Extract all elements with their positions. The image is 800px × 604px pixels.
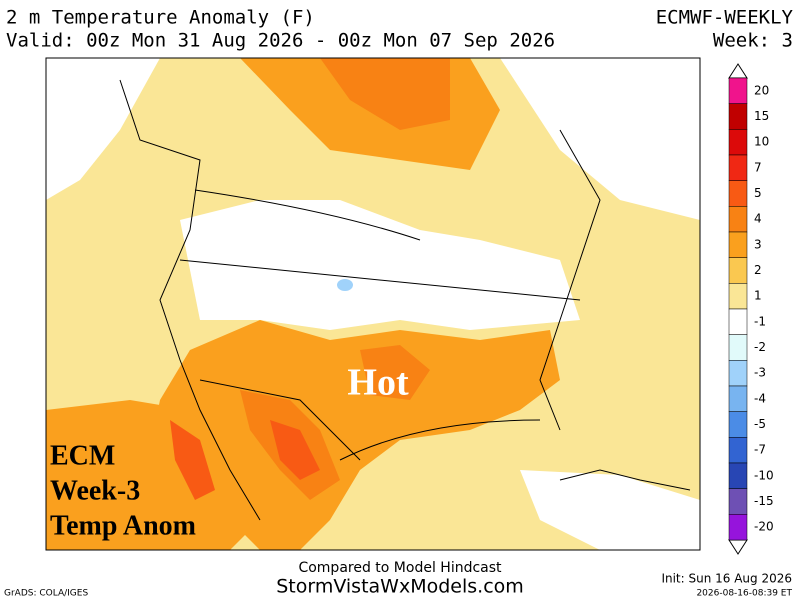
footer-note: Compared to Model Hindcast bbox=[298, 560, 502, 576]
colorbar-swatch bbox=[728, 411, 748, 438]
colorbar-swatch bbox=[728, 257, 748, 284]
init-time: Init: Sun 16 Aug 2026 bbox=[661, 572, 792, 586]
anomaly-fill bbox=[170, 420, 215, 500]
map-frame bbox=[45, 57, 701, 551]
colorbar-label: -15 bbox=[754, 494, 774, 508]
colorbar-label: -3 bbox=[754, 366, 766, 380]
colorbar-cap bbox=[728, 539, 748, 555]
timestamp: 2026-08-16-08:39 ET bbox=[696, 589, 792, 599]
anomaly-fill bbox=[500, 58, 700, 220]
colorbar-label: 20 bbox=[754, 83, 769, 97]
colorbar-swatch bbox=[728, 360, 748, 387]
anomaly-fill bbox=[150, 320, 560, 550]
colorbar-swatch bbox=[728, 437, 748, 464]
colorbar-swatch bbox=[728, 308, 748, 335]
colorbar-swatch bbox=[728, 231, 748, 258]
colorbar-swatch bbox=[728, 334, 748, 361]
title: 2 m Temperature Anomaly (F) bbox=[6, 7, 315, 29]
colorbar-label: -20 bbox=[754, 520, 774, 534]
colorbar-swatch bbox=[728, 206, 748, 233]
colorbar-swatch bbox=[728, 154, 748, 181]
colorbar-swatch bbox=[728, 385, 748, 412]
colorbar-label: -4 bbox=[754, 391, 766, 405]
colorbar-label: -2 bbox=[754, 340, 766, 354]
boundaries bbox=[119, 79, 691, 521]
colorbar-label: 4 bbox=[754, 212, 762, 226]
overlay-line: ECM bbox=[50, 440, 115, 471]
colorbar-label: 5 bbox=[754, 186, 762, 200]
colorbar-label: 7 bbox=[754, 160, 762, 174]
colorbar-label: 10 bbox=[754, 135, 769, 149]
overlay-line: Temp Anom bbox=[50, 510, 196, 541]
colorbar-label: 2 bbox=[754, 263, 762, 277]
overlay-line: Week-3 bbox=[50, 475, 140, 506]
colorbar-swatch bbox=[728, 129, 748, 156]
colorbar-label: 1 bbox=[754, 289, 762, 303]
colorbar-label: -1 bbox=[754, 314, 766, 328]
anomaly-fill bbox=[320, 58, 450, 130]
colorbar-swatch bbox=[728, 103, 748, 130]
colorbar-swatch bbox=[728, 180, 748, 207]
colorbar-label: -10 bbox=[754, 468, 774, 482]
anomaly-fill bbox=[46, 400, 250, 550]
colorbar-label: -5 bbox=[754, 417, 766, 431]
colorbar-swatch bbox=[728, 488, 748, 515]
valid-time: Valid: 00z Mon 31 Aug 2026 - 00z Mon 07 … bbox=[6, 30, 555, 52]
colorbar: 20 15 10 7 5 4 3 2 1 -1 -2 -3 -4 -5 -7 -10 -15 -20 bbox=[728, 63, 774, 555]
credit: GrADS: COLA/IGES bbox=[4, 589, 88, 599]
colorbar-cap bbox=[728, 63, 748, 79]
colorbar-label: 3 bbox=[754, 237, 762, 251]
anomaly-fill bbox=[46, 58, 160, 200]
anomaly-fill bbox=[270, 420, 320, 480]
map: Hot ECM Week-3 Temp Anom bbox=[45, 57, 701, 551]
colorbar-label: -7 bbox=[754, 443, 766, 457]
anomaly-fill bbox=[337, 279, 353, 291]
anomaly-fill bbox=[180, 200, 580, 330]
colorbar-swatch bbox=[728, 77, 748, 104]
colorbar-swatch bbox=[728, 462, 748, 489]
colorbar-swatch bbox=[728, 514, 748, 541]
anomaly-fill bbox=[520, 470, 700, 550]
anomaly-fill bbox=[360, 345, 430, 400]
footer-site: StormVistaWxModels.com bbox=[276, 576, 524, 598]
week: Week: 3 bbox=[713, 30, 793, 52]
model: ECMWF-WEEKLY bbox=[656, 7, 794, 29]
hot-label: Hot bbox=[347, 362, 409, 404]
colorbar-swatch bbox=[728, 283, 748, 310]
colorbar-label: 15 bbox=[754, 109, 769, 123]
